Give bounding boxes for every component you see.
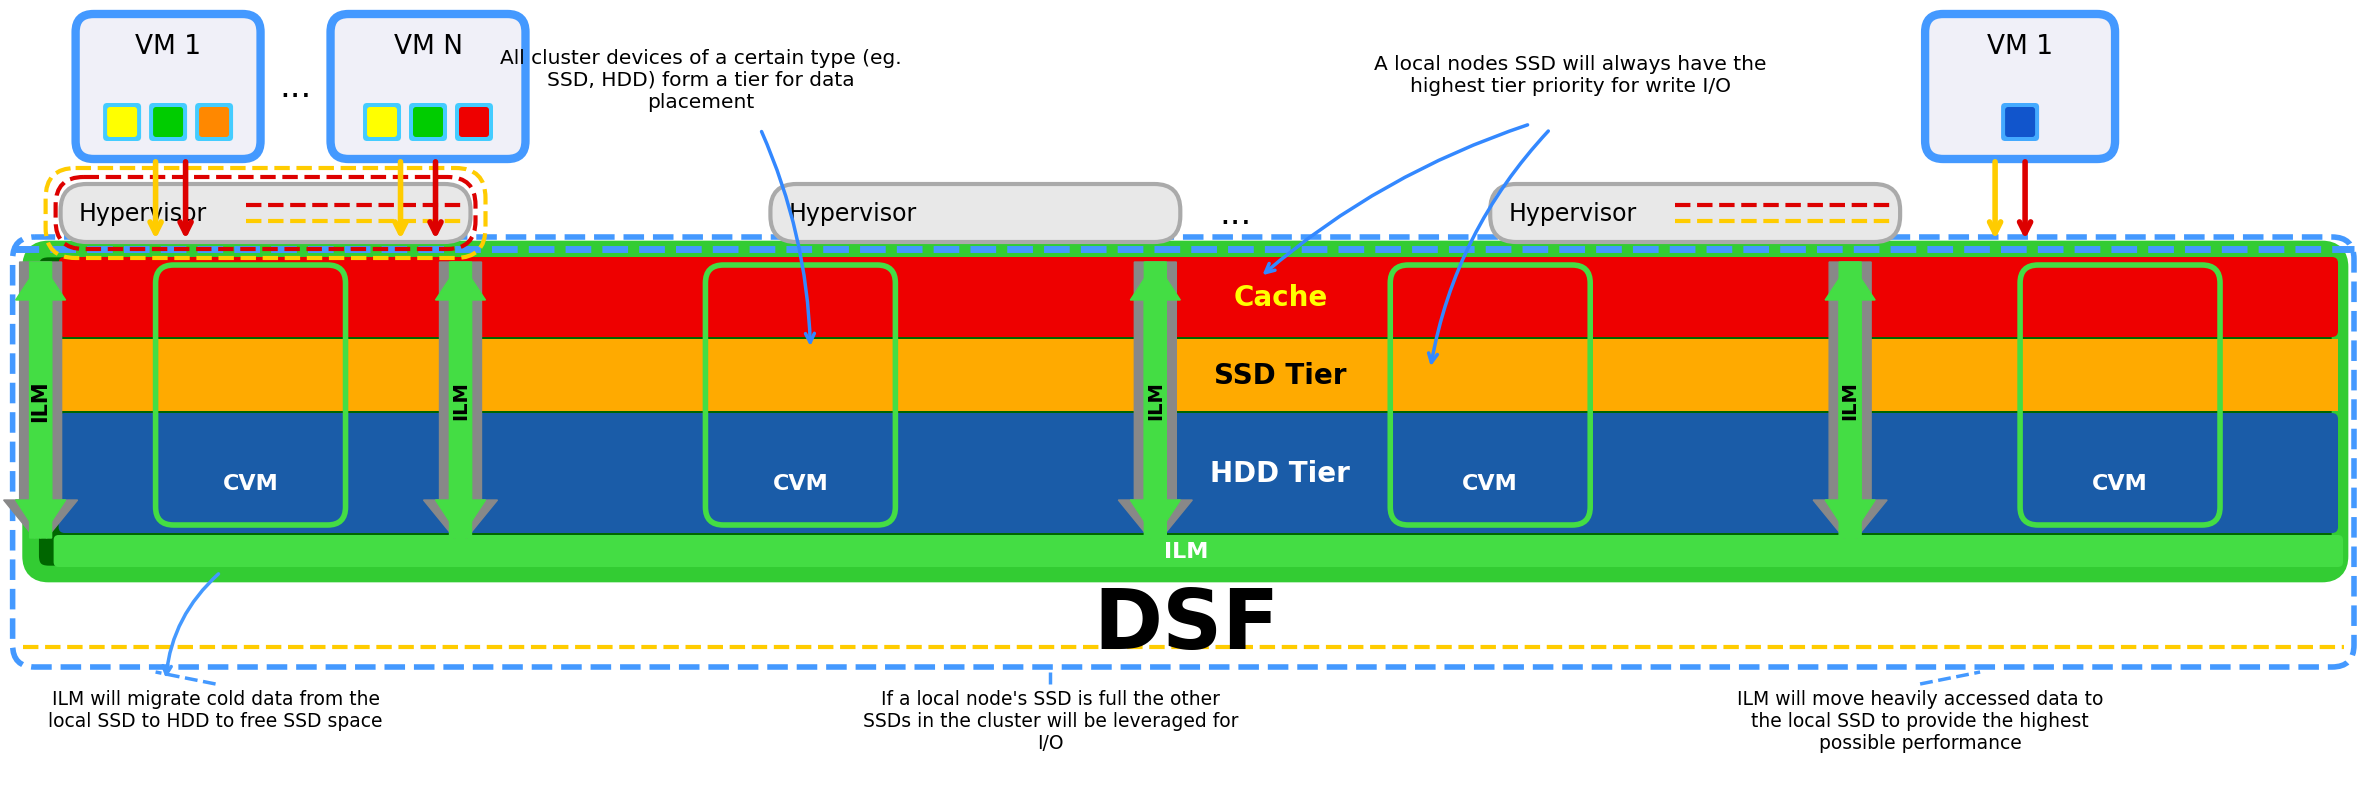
FancyBboxPatch shape [408, 104, 446, 142]
Text: HDD Tier: HDD Tier [1210, 460, 1350, 487]
FancyBboxPatch shape [149, 104, 187, 142]
Text: A local nodes SSD will always have the
highest tier priority for write I/O: A local nodes SSD will always have the h… [1373, 54, 1767, 96]
FancyBboxPatch shape [59, 340, 2339, 411]
FancyBboxPatch shape [2004, 108, 2035, 138]
FancyArrow shape [1131, 263, 1193, 539]
FancyBboxPatch shape [59, 414, 2339, 534]
FancyBboxPatch shape [2002, 104, 2040, 142]
Text: ILM will migrate cold data from the
local SSD to HDD to free SSD space: ILM will migrate cold data from the loca… [47, 689, 382, 730]
FancyBboxPatch shape [771, 185, 1181, 242]
FancyBboxPatch shape [55, 535, 2344, 568]
Text: DSF: DSF [1093, 584, 1279, 665]
Text: ...: ... [1219, 197, 1252, 230]
Text: ILM: ILM [1165, 541, 1207, 561]
Text: If a local node's SSD is full the other
SSDs in the cluster will be leveraged fo: If a local node's SSD is full the other … [863, 689, 1238, 752]
Text: ILM: ILM [1146, 381, 1165, 420]
Text: VM N: VM N [394, 34, 463, 60]
FancyBboxPatch shape [59, 258, 2339, 337]
FancyBboxPatch shape [102, 104, 140, 142]
FancyArrow shape [17, 263, 66, 539]
Text: VM 1: VM 1 [135, 34, 202, 60]
FancyArrow shape [1117, 263, 1181, 539]
FancyBboxPatch shape [76, 15, 261, 160]
Text: Hypervisor: Hypervisor [78, 202, 206, 225]
FancyArrow shape [1824, 263, 1876, 539]
FancyArrow shape [1131, 263, 1181, 539]
FancyBboxPatch shape [413, 108, 444, 138]
FancyBboxPatch shape [195, 104, 232, 142]
Text: VM 1: VM 1 [1988, 34, 2054, 60]
FancyArrow shape [5, 263, 66, 539]
FancyArrow shape [436, 263, 486, 539]
Text: ILM will move heavily accessed data to
the local SSD to provide the highest
poss: ILM will move heavily accessed data to t… [1736, 689, 2104, 752]
Text: Cache: Cache [1233, 284, 1328, 311]
Text: Hypervisor: Hypervisor [788, 202, 916, 225]
FancyArrow shape [1824, 263, 1888, 539]
Text: ILM: ILM [451, 381, 470, 420]
FancyBboxPatch shape [363, 104, 401, 142]
FancyBboxPatch shape [107, 108, 138, 138]
FancyBboxPatch shape [368, 108, 396, 138]
FancyBboxPatch shape [1490, 185, 1900, 242]
FancyBboxPatch shape [330, 15, 527, 160]
Text: ...: ... [280, 71, 311, 104]
FancyArrow shape [1131, 263, 1181, 539]
FancyBboxPatch shape [31, 250, 2341, 574]
FancyBboxPatch shape [199, 108, 230, 138]
Text: CVM: CVM [773, 474, 828, 493]
FancyBboxPatch shape [154, 108, 183, 138]
FancyArrow shape [17, 263, 66, 539]
Text: CVM: CVM [223, 474, 278, 493]
Text: CVM: CVM [1464, 474, 1518, 493]
FancyArrow shape [17, 263, 78, 539]
FancyBboxPatch shape [62, 185, 470, 242]
FancyArrow shape [1812, 263, 1876, 539]
FancyArrow shape [1824, 263, 1876, 539]
FancyBboxPatch shape [460, 108, 489, 138]
Text: All cluster devices of a certain type (eg.
SSD, HDD) form a tier for data
placem: All cluster devices of a certain type (e… [500, 49, 901, 111]
Text: ILM: ILM [1841, 381, 1860, 420]
Text: ILM: ILM [31, 380, 50, 421]
FancyArrow shape [436, 263, 498, 539]
FancyArrow shape [436, 263, 486, 539]
Text: CVM: CVM [2092, 474, 2149, 493]
FancyBboxPatch shape [455, 104, 493, 142]
Text: Hypervisor: Hypervisor [1509, 202, 1637, 225]
FancyBboxPatch shape [1926, 15, 2116, 160]
Text: SSD Tier: SSD Tier [1214, 362, 1347, 389]
FancyArrow shape [425, 263, 486, 539]
